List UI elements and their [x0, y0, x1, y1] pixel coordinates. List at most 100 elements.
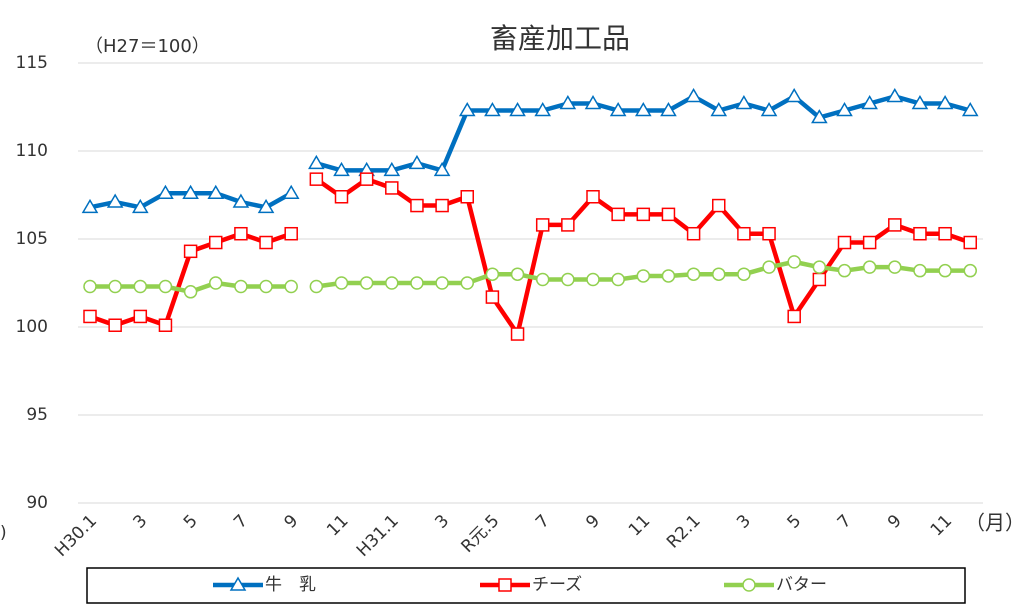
marker [660, 102, 677, 117]
x-axis-label: （月） [965, 511, 1021, 535]
marker [359, 172, 374, 186]
marker [812, 272, 827, 287]
marker [309, 172, 324, 186]
marker [385, 181, 399, 195]
marker [837, 235, 852, 250]
legend-marker [498, 578, 512, 592]
marker [83, 279, 97, 294]
marker [108, 318, 122, 332]
marker [309, 279, 324, 294]
marker [182, 184, 199, 199]
marker [535, 218, 550, 232]
x-tick-label: 11 [927, 511, 956, 540]
legend-marker [229, 576, 247, 591]
marker [308, 154, 325, 170]
marker [458, 102, 476, 117]
marker [232, 193, 250, 208]
x-tick-label: 3 [130, 511, 152, 533]
marker [209, 235, 223, 250]
x-tick-label: 9 [884, 511, 906, 533]
x-tick-label: H30.1 [51, 511, 101, 561]
marker [836, 102, 853, 117]
marker [787, 309, 801, 324]
x-tick-label: R元.5 [457, 511, 503, 557]
marker [158, 318, 173, 332]
marker [559, 94, 577, 110]
marker [963, 235, 977, 250]
marker [106, 193, 124, 208]
marker [460, 276, 474, 290]
marker [509, 102, 526, 117]
x-tick-label: 5 [783, 511, 805, 533]
marker [811, 109, 828, 124]
marker [534, 102, 552, 117]
marker [410, 276, 424, 290]
marker [686, 267, 701, 281]
marker [938, 226, 952, 241]
marker [133, 309, 148, 324]
marker [762, 226, 776, 241]
x-tick-label: 11 [625, 511, 654, 540]
marker [636, 207, 651, 222]
y-tick-label: 90 [26, 493, 48, 513]
marker [410, 198, 424, 213]
marker [913, 263, 927, 278]
marker [359, 276, 374, 290]
y-tick-label: 100 [16, 317, 48, 337]
marker [661, 269, 676, 283]
y-axis-label: ) [0, 523, 7, 543]
marker [862, 235, 877, 250]
marker [131, 198, 149, 214]
x-tick-label: R2.1 [663, 511, 705, 553]
marker [812, 260, 827, 274]
marker [234, 279, 248, 294]
marker [861, 94, 878, 110]
marker [435, 276, 449, 290]
marker [888, 260, 902, 274]
marker [259, 235, 273, 250]
marker [661, 207, 676, 222]
subtitle: （H27＝100） [85, 36, 210, 57]
marker [485, 267, 500, 281]
marker [234, 226, 248, 241]
x-tick-label: 7 [532, 511, 554, 533]
y-tick-label: 95 [26, 405, 48, 425]
marker [157, 184, 174, 199]
legend-label: 牛 乳 [265, 575, 316, 595]
marker [685, 87, 702, 103]
marker [83, 309, 97, 324]
marker [510, 267, 525, 281]
legend-label: チーズ [532, 575, 582, 595]
marker [282, 184, 300, 199]
marker [611, 272, 625, 287]
marker [460, 190, 474, 204]
x-tick-label: 11 [323, 511, 352, 540]
marker [760, 102, 778, 117]
marker [561, 218, 575, 232]
marker [913, 226, 927, 241]
legend-box [86, 567, 966, 604]
marker [611, 207, 625, 222]
marker [737, 267, 751, 281]
marker [535, 272, 550, 287]
y-tick-label: 115 [16, 53, 48, 73]
marker [961, 102, 979, 117]
marker [609, 102, 627, 117]
marker [81, 198, 99, 214]
marker [435, 198, 449, 213]
marker [484, 102, 501, 117]
marker [183, 285, 198, 299]
marker [108, 279, 122, 294]
marker [334, 190, 349, 204]
x-tick-label: 3 [733, 511, 755, 533]
marker [586, 190, 600, 204]
marker [408, 154, 426, 170]
x-tick-label: 7 [230, 511, 252, 533]
marker [911, 94, 929, 110]
marker [710, 102, 728, 117]
chart-title: 畜産加工品 [490, 22, 630, 55]
x-tick-label: 5 [180, 511, 202, 533]
marker [886, 87, 904, 103]
x-tick-label: 7 [834, 511, 856, 533]
